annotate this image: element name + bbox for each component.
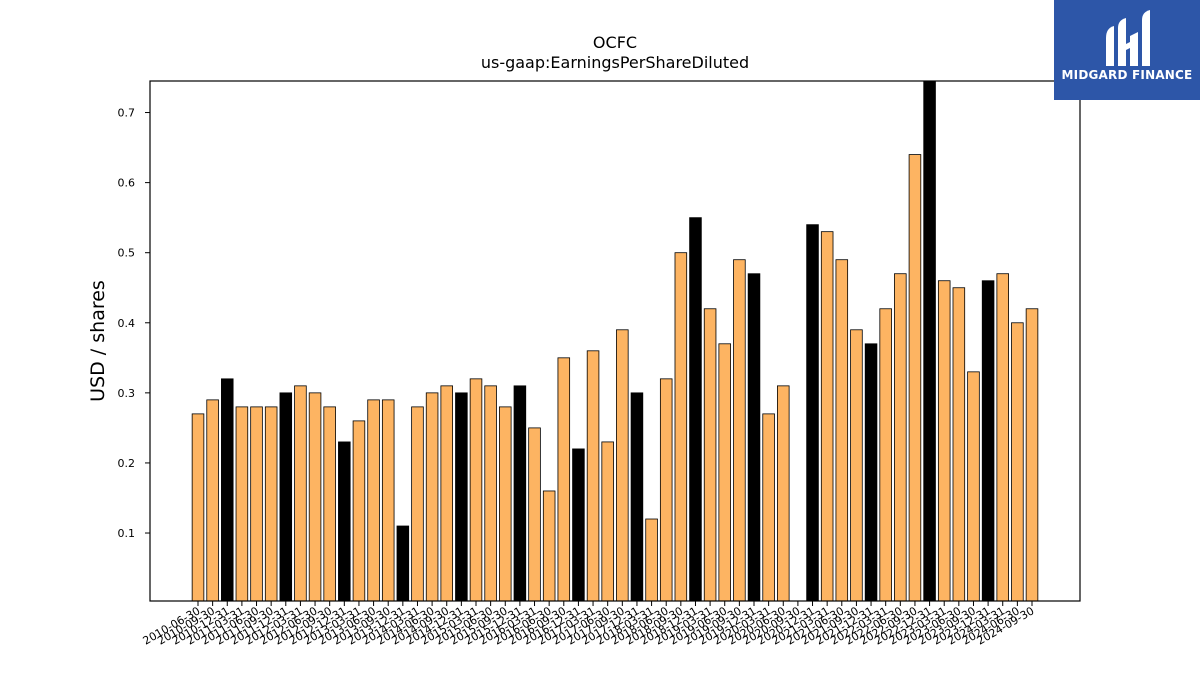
bar-2018-12-31 — [689, 217, 702, 602]
bar-2014-06-30 — [425, 392, 439, 602]
bar-2022-09-30 — [908, 154, 922, 602]
bar-2011-06-30 — [250, 406, 263, 602]
bar-2017-06-30 — [601, 441, 614, 602]
y-tick-label: 0.2 — [118, 457, 136, 470]
bar-2018-03-31 — [645, 518, 658, 602]
bar-2024-06-30 — [1011, 322, 1024, 602]
chart-subtitle: us-gaap:EarningsPerShareDiluted — [481, 53, 749, 72]
chart-title: OCFC — [593, 33, 637, 52]
bar-2011-03-31 — [235, 406, 249, 602]
bar-2015-06-30 — [484, 385, 497, 602]
bar-2010-12-31 — [221, 378, 234, 602]
y-tick-label: 0.4 — [118, 317, 136, 330]
bar-2016-12-31 — [572, 448, 585, 602]
bar-2019-06-30 — [718, 343, 731, 602]
x-axis-ticks: 2010-06-302010-09-302010-12-312011-03-31… — [141, 601, 1037, 648]
bar-2010-06-30 — [191, 413, 205, 602]
bar-2015-12-31 — [513, 385, 527, 602]
bar-2015-03-31 — [469, 378, 483, 602]
bar-2013-06-30 — [367, 399, 380, 602]
y-tick-label: 0.3 — [118, 387, 136, 400]
midgard-finance-logo: MIDGARD FINANCE — [1054, 0, 1200, 100]
bar-2016-03-31 — [528, 427, 541, 602]
bar-2023-09-30 — [967, 371, 980, 602]
bar-2020-06-30 — [777, 385, 790, 602]
bar-2018-09-30 — [674, 252, 688, 602]
bar-2021-06-30 — [835, 259, 849, 602]
bar-2012-09-30 — [323, 406, 336, 602]
bar-2016-09-30 — [557, 357, 571, 602]
bar-2015-09-30 — [499, 406, 512, 602]
bar-2020-12-31 — [806, 224, 819, 602]
y-axis-label: USD / shares — [87, 280, 109, 402]
logo-text: MIDGARD FINANCE — [1061, 68, 1193, 82]
bar-2013-03-31 — [352, 420, 366, 602]
bar-2011-09-30 — [264, 406, 278, 602]
bar-2010-09-30 — [206, 399, 219, 602]
bar-2024-09-30 — [1025, 308, 1039, 602]
bar-2014-12-31 — [455, 392, 468, 602]
y-axis-ticks: 0.1 0.2 0.3 0.4 0.5 0.6 0.7 — [118, 107, 150, 540]
bar-2014-03-31 — [411, 406, 424, 602]
bar-2022-12-31 — [923, 80, 936, 602]
bar-2011-12-31 — [279, 392, 293, 602]
bar-2017-09-30 — [616, 329, 629, 602]
bar-2022-03-31 — [879, 308, 892, 602]
bar-2016-06-30 — [542, 490, 556, 602]
bar-2021-03-31 — [820, 231, 834, 602]
midgard-logo-icon — [1106, 10, 1150, 66]
y-tick-label: 0.5 — [118, 247, 136, 260]
bar-2023-06-30 — [952, 287, 966, 602]
bar-2023-12-31 — [981, 280, 995, 602]
y-tick-label: 0.7 — [118, 107, 136, 120]
bar-2017-03-31 — [586, 350, 600, 602]
bar-2019-03-31 — [703, 308, 717, 602]
bar-2013-12-31 — [396, 525, 410, 602]
bar-2019-09-30 — [733, 259, 746, 602]
bar-2023-03-31 — [937, 280, 951, 602]
bar-2012-03-31 — [294, 385, 307, 602]
bar-2021-12-31 — [864, 343, 878, 602]
y-tick-label: 0.1 — [118, 527, 136, 540]
bar-2012-12-31 — [338, 441, 351, 602]
bar-2021-09-30 — [850, 329, 863, 602]
bar-2013-09-30 — [381, 399, 395, 602]
plot-frame — [149, 80, 1081, 602]
bar-2014-09-30 — [440, 385, 453, 602]
bar-2017-12-31 — [630, 392, 644, 602]
bar-2019-12-31 — [747, 273, 761, 602]
bar-2018-06-30 — [659, 378, 673, 602]
bar-2024-03-31 — [996, 273, 1009, 602]
bar-2022-06-30 — [894, 273, 907, 602]
bar-2020-03-31 — [762, 413, 775, 602]
bar-2012-06-30 — [308, 392, 322, 602]
y-tick-label: 0.6 — [118, 177, 136, 190]
